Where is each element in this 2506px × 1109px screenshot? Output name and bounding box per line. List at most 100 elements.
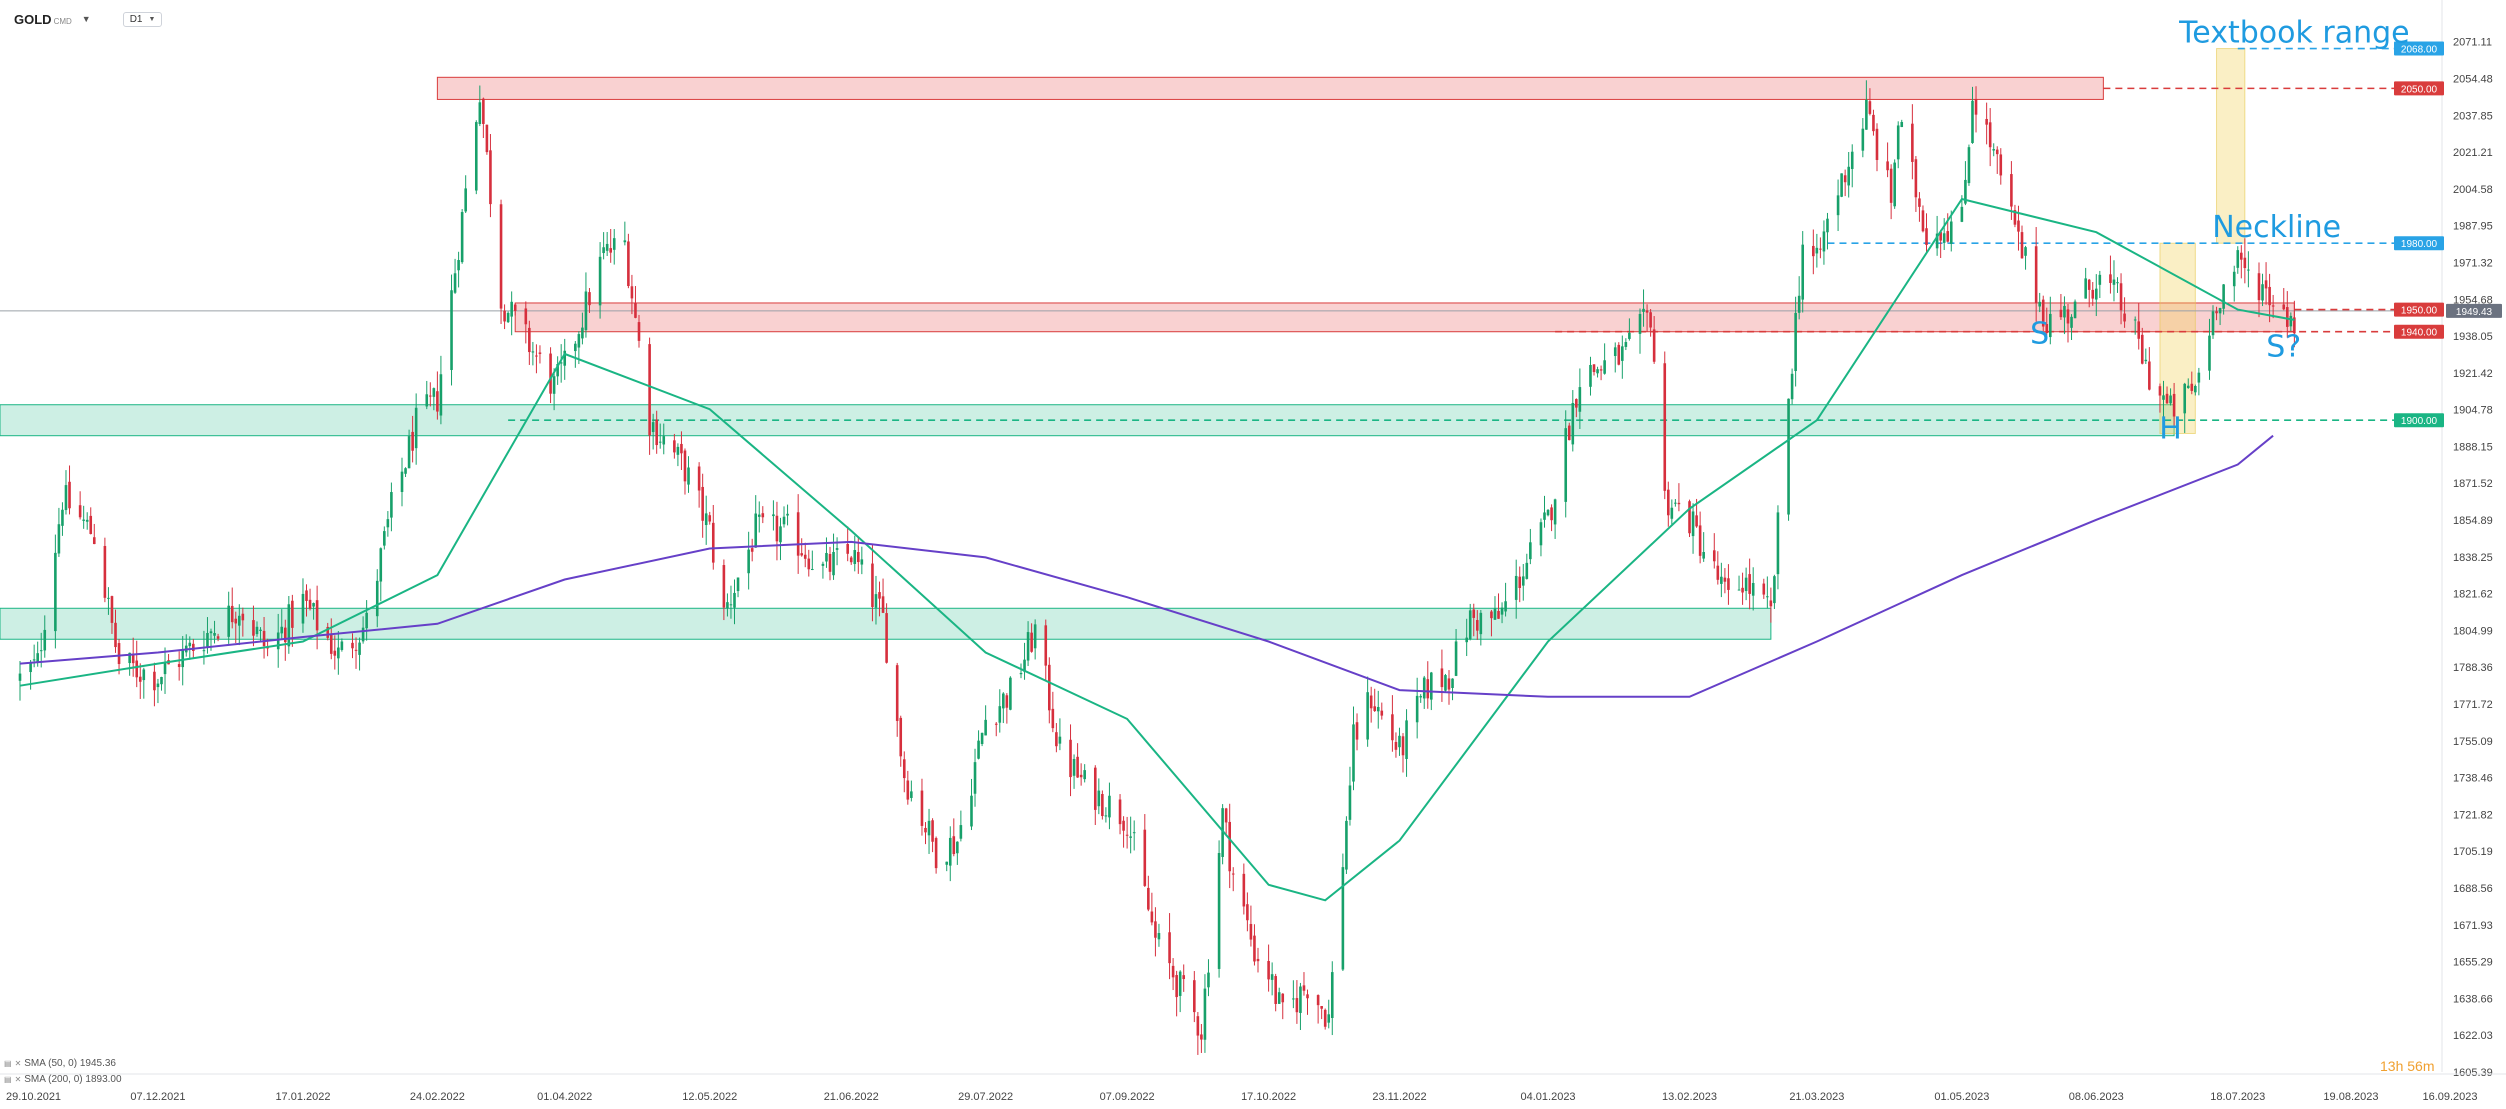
- highlight-zone: [2216, 48, 2246, 244]
- x-tick-label: 01.04.2022: [537, 1091, 592, 1103]
- candle-body: [450, 290, 453, 370]
- candle-body: [1405, 720, 1408, 760]
- candle-body: [1567, 425, 1571, 441]
- candle-body: [2010, 174, 2013, 207]
- candle-body: [1589, 364, 1592, 387]
- y-tick-label: 1938.05: [2453, 331, 2493, 343]
- candle-body: [177, 664, 181, 667]
- candle-body: [782, 516, 786, 525]
- candle-body: [308, 599, 312, 609]
- candle-body: [1249, 923, 1253, 940]
- candle-body: [1171, 965, 1175, 978]
- candle-body: [114, 622, 117, 648]
- candle-body: [1125, 834, 1129, 836]
- annotation-label: H: [2159, 412, 2182, 447]
- candle-body: [1097, 790, 1101, 807]
- y-tick-label: 1655.29: [2453, 957, 2493, 969]
- candle-body: [1727, 578, 1730, 590]
- sma-line: [19, 197, 2295, 902]
- indicator-close-icon[interactable]: ✕: [14, 1075, 22, 1084]
- indicator-row[interactable]: ▤ ✕ SMA (200, 0) 1893.00: [4, 1072, 122, 1088]
- candle-body: [1850, 151, 1854, 170]
- candle-body: [1451, 678, 1454, 688]
- chart-toolbar: GOLD CMD ▼ D1 ▼: [14, 8, 163, 30]
- candle-body: [1539, 522, 1543, 546]
- candle-body: [984, 719, 987, 736]
- y-tick-label: 1987.95: [2453, 221, 2493, 233]
- candle-body: [57, 524, 61, 554]
- candle-body: [361, 627, 365, 642]
- candle-body: [878, 592, 881, 599]
- candle-body: [1295, 998, 1299, 1013]
- candle-body: [2073, 301, 2077, 319]
- candle-body: [1394, 741, 1398, 750]
- candle-body: [489, 150, 492, 205]
- timeframe-select[interactable]: D1 ▼: [122, 11, 163, 27]
- candle-body: [1026, 632, 1030, 661]
- candle-body: [163, 663, 167, 675]
- candle-body: [1790, 373, 1794, 400]
- resistance-zone: [436, 76, 2104, 100]
- candle-body: [1323, 1009, 1327, 1027]
- candle-body: [379, 548, 383, 582]
- candle-body: [2112, 279, 2116, 285]
- candle-body: [1617, 344, 1621, 365]
- candle-body: [2211, 311, 2215, 336]
- candle-body: [1256, 958, 1260, 962]
- candle-body: [602, 247, 605, 254]
- candle-body: [131, 653, 135, 664]
- candle-body: [871, 563, 874, 607]
- candle-body: [1794, 312, 1797, 372]
- indicator-close-icon[interactable]: ✕: [14, 1059, 22, 1068]
- candle-body: [1426, 679, 1430, 699]
- y-tick-label: 1688.56: [2453, 883, 2493, 895]
- candle-body: [2109, 274, 2112, 283]
- candle-body: [241, 613, 245, 621]
- candle-body: [2247, 269, 2250, 271]
- candle-body: [457, 260, 460, 271]
- candle-body: [2013, 210, 2017, 225]
- candle-body: [429, 395, 432, 397]
- candle-body: [1840, 173, 1843, 197]
- candle-body: [2282, 304, 2286, 310]
- resistance-zone: [514, 302, 2295, 333]
- candle-body: [351, 642, 354, 649]
- candle-body: [1642, 308, 1645, 312]
- y-tick-label: 2037.85: [2453, 110, 2493, 122]
- candle-body: [733, 592, 736, 608]
- annotation-label: S: [2030, 316, 2049, 351]
- candle-body: [1543, 512, 1546, 520]
- candle-body: [1401, 736, 1405, 756]
- candle-body: [2038, 301, 2041, 307]
- symbol-dropdown-icon[interactable]: ▼: [81, 14, 91, 24]
- candle-body: [103, 545, 107, 598]
- indicator-row[interactable]: ▤ ✕ SMA (50, 0) 1945.36: [4, 1056, 122, 1072]
- candle-body: [1812, 245, 1815, 257]
- candle-body: [2137, 321, 2141, 339]
- candle-body: [1999, 154, 2003, 176]
- symbol-label[interactable]: GOLD CMD: [14, 12, 72, 27]
- candle-body: [1992, 149, 1996, 151]
- candle-body: [1490, 611, 1493, 619]
- candle-body: [1995, 149, 1999, 155]
- candle-body: [970, 795, 973, 827]
- candle-body: [2289, 315, 2293, 327]
- candle-body: [680, 443, 683, 454]
- x-tick-label: 21.06.2022: [824, 1091, 879, 1103]
- candle-body: [1033, 624, 1037, 649]
- indicator-settings-icon[interactable]: ▤: [4, 1075, 12, 1084]
- candle-body: [2257, 273, 2261, 301]
- candle-body: [92, 537, 96, 545]
- candle-body: [2293, 317, 2296, 334]
- candle-body: [1596, 369, 1599, 374]
- candle-body: [528, 327, 531, 353]
- candle-body: [1716, 565, 1720, 580]
- candle-body: [1281, 993, 1285, 1003]
- indicator-settings-icon[interactable]: ▤: [4, 1059, 12, 1068]
- candle-body: [1493, 608, 1497, 620]
- candle-body: [61, 509, 64, 526]
- candle-body: [252, 620, 255, 636]
- candle-body: [1974, 99, 1978, 115]
- candle-body: [404, 468, 407, 474]
